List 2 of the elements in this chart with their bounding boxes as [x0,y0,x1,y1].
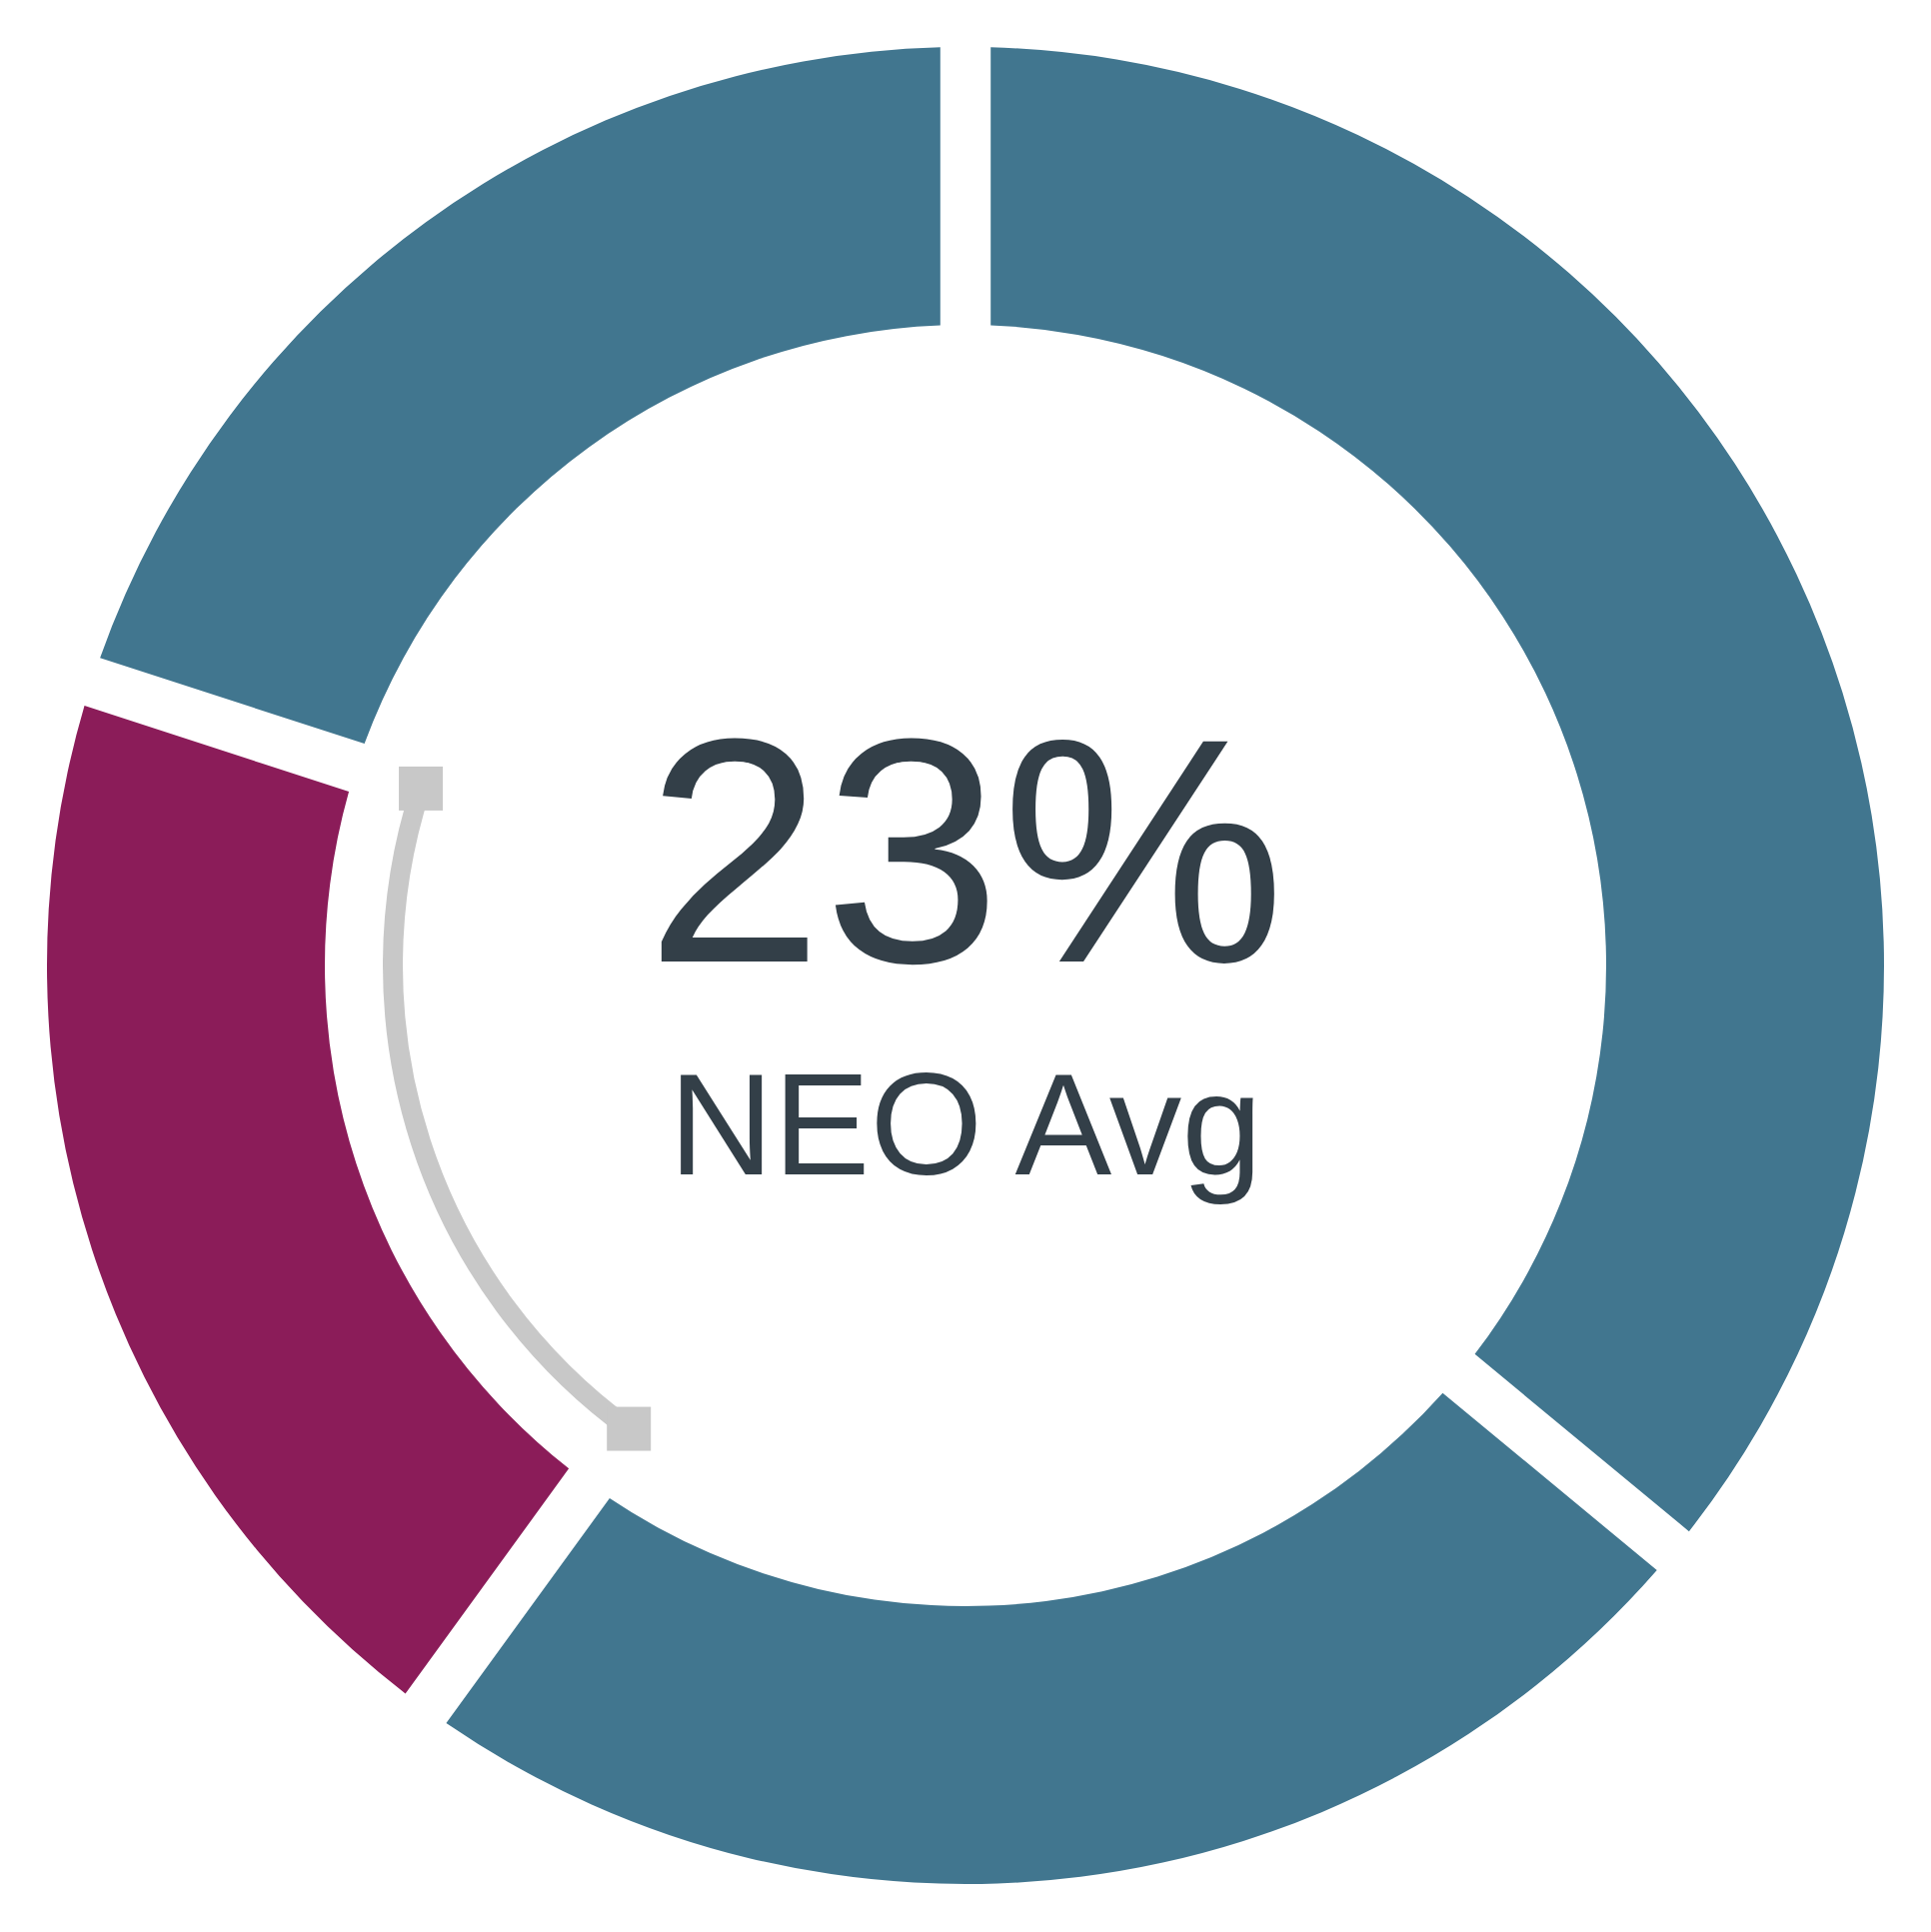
text: 23% [645,672,1286,1029]
text: NEO Avg [669,1043,1262,1205]
